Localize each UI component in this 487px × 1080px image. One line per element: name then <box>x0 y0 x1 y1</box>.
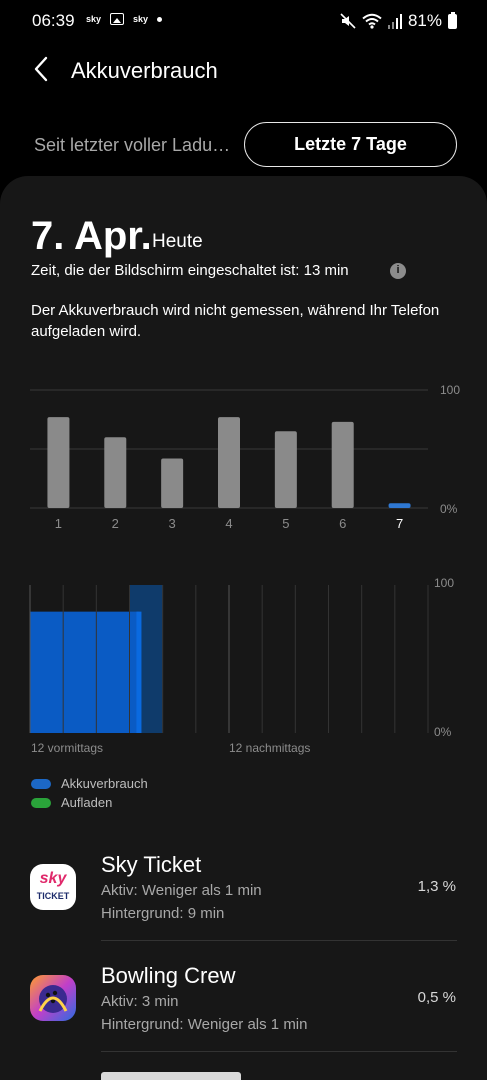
x-tick-label: 7 <box>396 516 403 531</box>
since-last-charge-tab[interactable]: Seit letzter voller Ladu… <box>34 135 231 155</box>
x-tick-label: 12 vormittags <box>31 741 104 755</box>
weekly-usage-chart[interactable]: 1 2 3 4 5 6 7 100 0% <box>0 370 487 540</box>
bar-day-3 <box>161 458 184 508</box>
list-divider <box>101 940 457 941</box>
battery-icon <box>448 11 457 29</box>
legend-item-usage: Akkuverbrauch <box>31 774 148 793</box>
bar-day-5 <box>274 431 297 508</box>
sky-notification-icon: sky <box>86 14 102 24</box>
y-tick-label: 0% <box>434 725 452 739</box>
legend-label: Akkuverbrauch <box>61 776 148 791</box>
app-name: Bowling Crew <box>101 963 236 988</box>
date-suffix: Heute <box>152 231 203 252</box>
y-tick-label: 0% <box>440 502 458 516</box>
screen-on-time: Zeit, die der Bildschirm eingeschaltet i… <box>31 262 349 279</box>
app-list-item-partial[interactable] <box>0 1062 487 1080</box>
legend-swatch <box>31 778 51 789</box>
daily-usage-chart[interactable]: 100 0% 12 vormittags 12 nachmittags <box>0 575 487 765</box>
x-tick-label: 2 <box>112 516 119 531</box>
chevron-left-icon <box>34 56 48 82</box>
bar-day-7 <box>388 503 411 508</box>
page-title: Akkuverbrauch <box>71 58 218 83</box>
wifi-icon <box>362 13 382 29</box>
weekly-chart-canvas: 1 2 3 4 5 6 7 <box>30 389 428 531</box>
app-background-time: Hintergrund: 9 min <box>101 905 225 922</box>
app-active-time: Aktiv: 3 min <box>101 993 179 1010</box>
app-name: Sky Ticket <box>101 852 202 877</box>
bar-day-2 <box>104 437 127 508</box>
mute-icon <box>340 13 356 29</box>
status-left-icons: sky sky <box>86 13 163 25</box>
sky-notification-icon: sky <box>133 14 149 24</box>
status-right-icons: 81% <box>340 11 457 31</box>
app-usage-percent: 0,5 % <box>417 989 456 1006</box>
app-usage-percent: 1,3 % <box>417 878 456 895</box>
info-icon[interactable] <box>390 263 406 279</box>
x-tick-label: 1 <box>55 516 62 531</box>
charging-notice: Der Akkuverbrauch wird nicht gemessen, w… <box>31 302 440 340</box>
legend-label: Aufladen <box>61 795 113 810</box>
status-time: 06:39 <box>32 11 75 30</box>
chart-legend: Akkuverbrauch Aufladen <box>31 774 148 812</box>
bar-day-4 <box>218 417 240 508</box>
x-tick-label: 6 <box>339 516 346 531</box>
partial-app-name <box>101 1072 241 1080</box>
app-active-time: Aktiv: Weniger als 1 min <box>101 882 262 899</box>
app-list-item-sky-ticket[interactable]: sky TICKET Sky Ticket Aktiv: Weniger als… <box>0 840 487 950</box>
usage-edge-marker <box>136 611 142 733</box>
x-tick-label: 12 nachmittags <box>229 741 311 755</box>
bar-day-6 <box>331 421 354 508</box>
sky-ticket-app-icon: sky TICKET <box>30 864 76 910</box>
gallery-icon <box>110 13 125 25</box>
back-button[interactable] <box>24 52 58 86</box>
signal-icon <box>387 13 402 29</box>
bar-day-1 <box>47 417 70 508</box>
x-tick-label: 3 <box>169 516 176 531</box>
last-7-days-tab[interactable]: Letzte 7 Tage <box>244 122 457 167</box>
y-tick-label: 100 <box>440 383 461 397</box>
daily-chart-canvas <box>29 585 429 733</box>
bowling-crew-app-icon <box>30 975 76 1021</box>
legend-item-charging: Aufladen <box>31 793 148 812</box>
x-tick-label: 5 <box>282 516 289 531</box>
usage-area <box>30 611 140 733</box>
selected-date: 7. Apr. <box>31 214 152 258</box>
list-divider <box>101 1051 457 1052</box>
status-bar: 06:39 sky sky 81% <box>0 0 487 42</box>
bowling-crew-logo <box>30 975 76 1021</box>
app-list-item-bowling-crew[interactable]: Bowling Crew Aktiv: 3 min Hintergrund: W… <box>0 951 487 1061</box>
battery-percent: 81% <box>407 11 442 30</box>
notification-dot-icon <box>157 16 163 22</box>
x-tick-label: 4 <box>225 516 232 531</box>
y-tick-label: 100 <box>434 576 455 590</box>
legend-swatch <box>31 797 51 808</box>
app-background-time: Hintergrund: Weniger als 1 min <box>101 1016 308 1033</box>
